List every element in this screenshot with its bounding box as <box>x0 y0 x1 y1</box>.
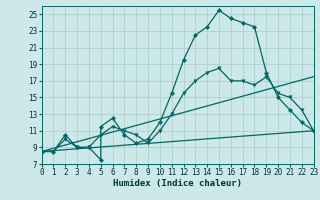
X-axis label: Humidex (Indice chaleur): Humidex (Indice chaleur) <box>113 179 242 188</box>
